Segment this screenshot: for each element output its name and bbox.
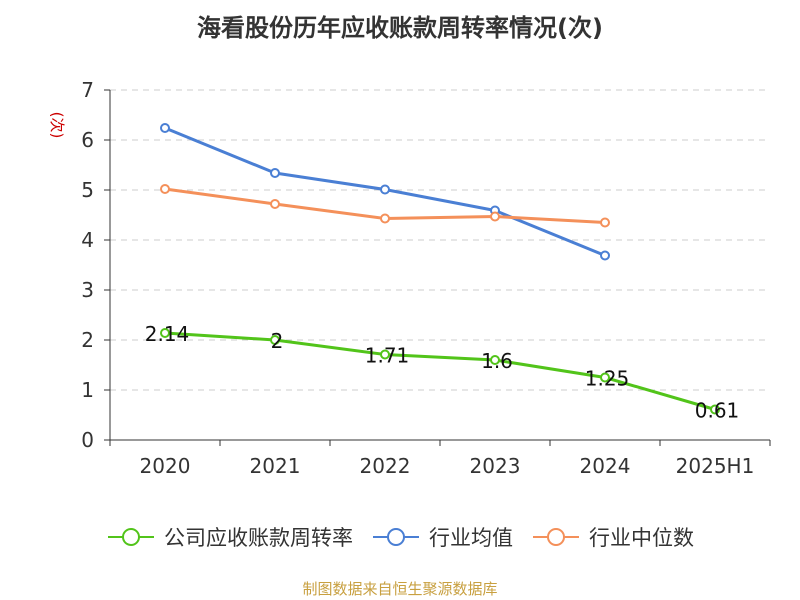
y-tick-label: 3 (81, 278, 94, 302)
y-axis-label: (次) (48, 112, 66, 139)
chart-legend: 公司应收账款周转率 行业均值 行业中位数 (0, 520, 800, 554)
y-tick-label: 6 (81, 128, 94, 152)
legend-label-industry-median: 行业中位数 (589, 526, 694, 550)
data-label: 2 (271, 329, 284, 353)
data-point (160, 123, 170, 133)
data-point (160, 328, 170, 338)
data-point (600, 372, 610, 383)
data-point (600, 250, 610, 261)
x-tick-label: 2020 (140, 454, 191, 478)
data-point (490, 211, 500, 222)
legend-marker-orange (533, 528, 579, 546)
y-tick-label: 5 (81, 178, 94, 202)
x-tick-label: 2021 (250, 454, 301, 478)
data-label: 2.14 (145, 322, 190, 346)
y-tick-label: 1 (81, 378, 94, 402)
data-point (710, 404, 720, 415)
data-point (380, 349, 390, 360)
data-point (380, 184, 390, 195)
x-tick-label: 2023 (470, 454, 521, 478)
x-tick-label: 2025H1 (676, 454, 755, 478)
legend-item-company[interactable]: 公司应收账款周转率 (106, 522, 353, 552)
data-point (490, 355, 500, 365)
series-line-0 (164, 331, 716, 411)
line-chart: 0 1 2 3 4 5 6 7 2020 2021 2022 2023 2024 2025H1 (次) 2.1… (48, 78, 771, 478)
chart-title: 海看股份历年应收账款周转率情况(次) (197, 14, 603, 42)
data-point (270, 199, 280, 209)
legend-item-industry-mean[interactable]: 行业均值 (371, 522, 513, 552)
y-tick-label: 0 (81, 428, 94, 452)
y-tick-label: 7 (81, 78, 94, 102)
legend-label-industry-mean: 行业均值 (429, 526, 513, 550)
legend-marker-green (108, 528, 154, 546)
data-point (270, 168, 280, 178)
data-label: 1.71 (365, 344, 410, 368)
data-point (160, 184, 170, 194)
data-label: 1.25 (585, 367, 630, 391)
x-tick-label: 2022 (360, 454, 411, 478)
legend-marker-blue (373, 528, 419, 546)
data-label: 0.61 (695, 399, 740, 423)
data-point (600, 217, 610, 228)
x-tick-label: 2024 (580, 454, 631, 478)
source-note: 制图数据来自恒生聚源数据库 (302, 580, 498, 598)
y-tick-label: 2 (81, 328, 94, 352)
y-tick-label: 4 (81, 228, 94, 252)
legend-item-industry-median[interactable]: 行业中位数 (531, 522, 694, 552)
legend-label-company: 公司应收账款周转率 (164, 526, 353, 550)
data-point (270, 335, 280, 345)
data-point (380, 213, 390, 224)
data-label: 1.6 (481, 349, 513, 373)
